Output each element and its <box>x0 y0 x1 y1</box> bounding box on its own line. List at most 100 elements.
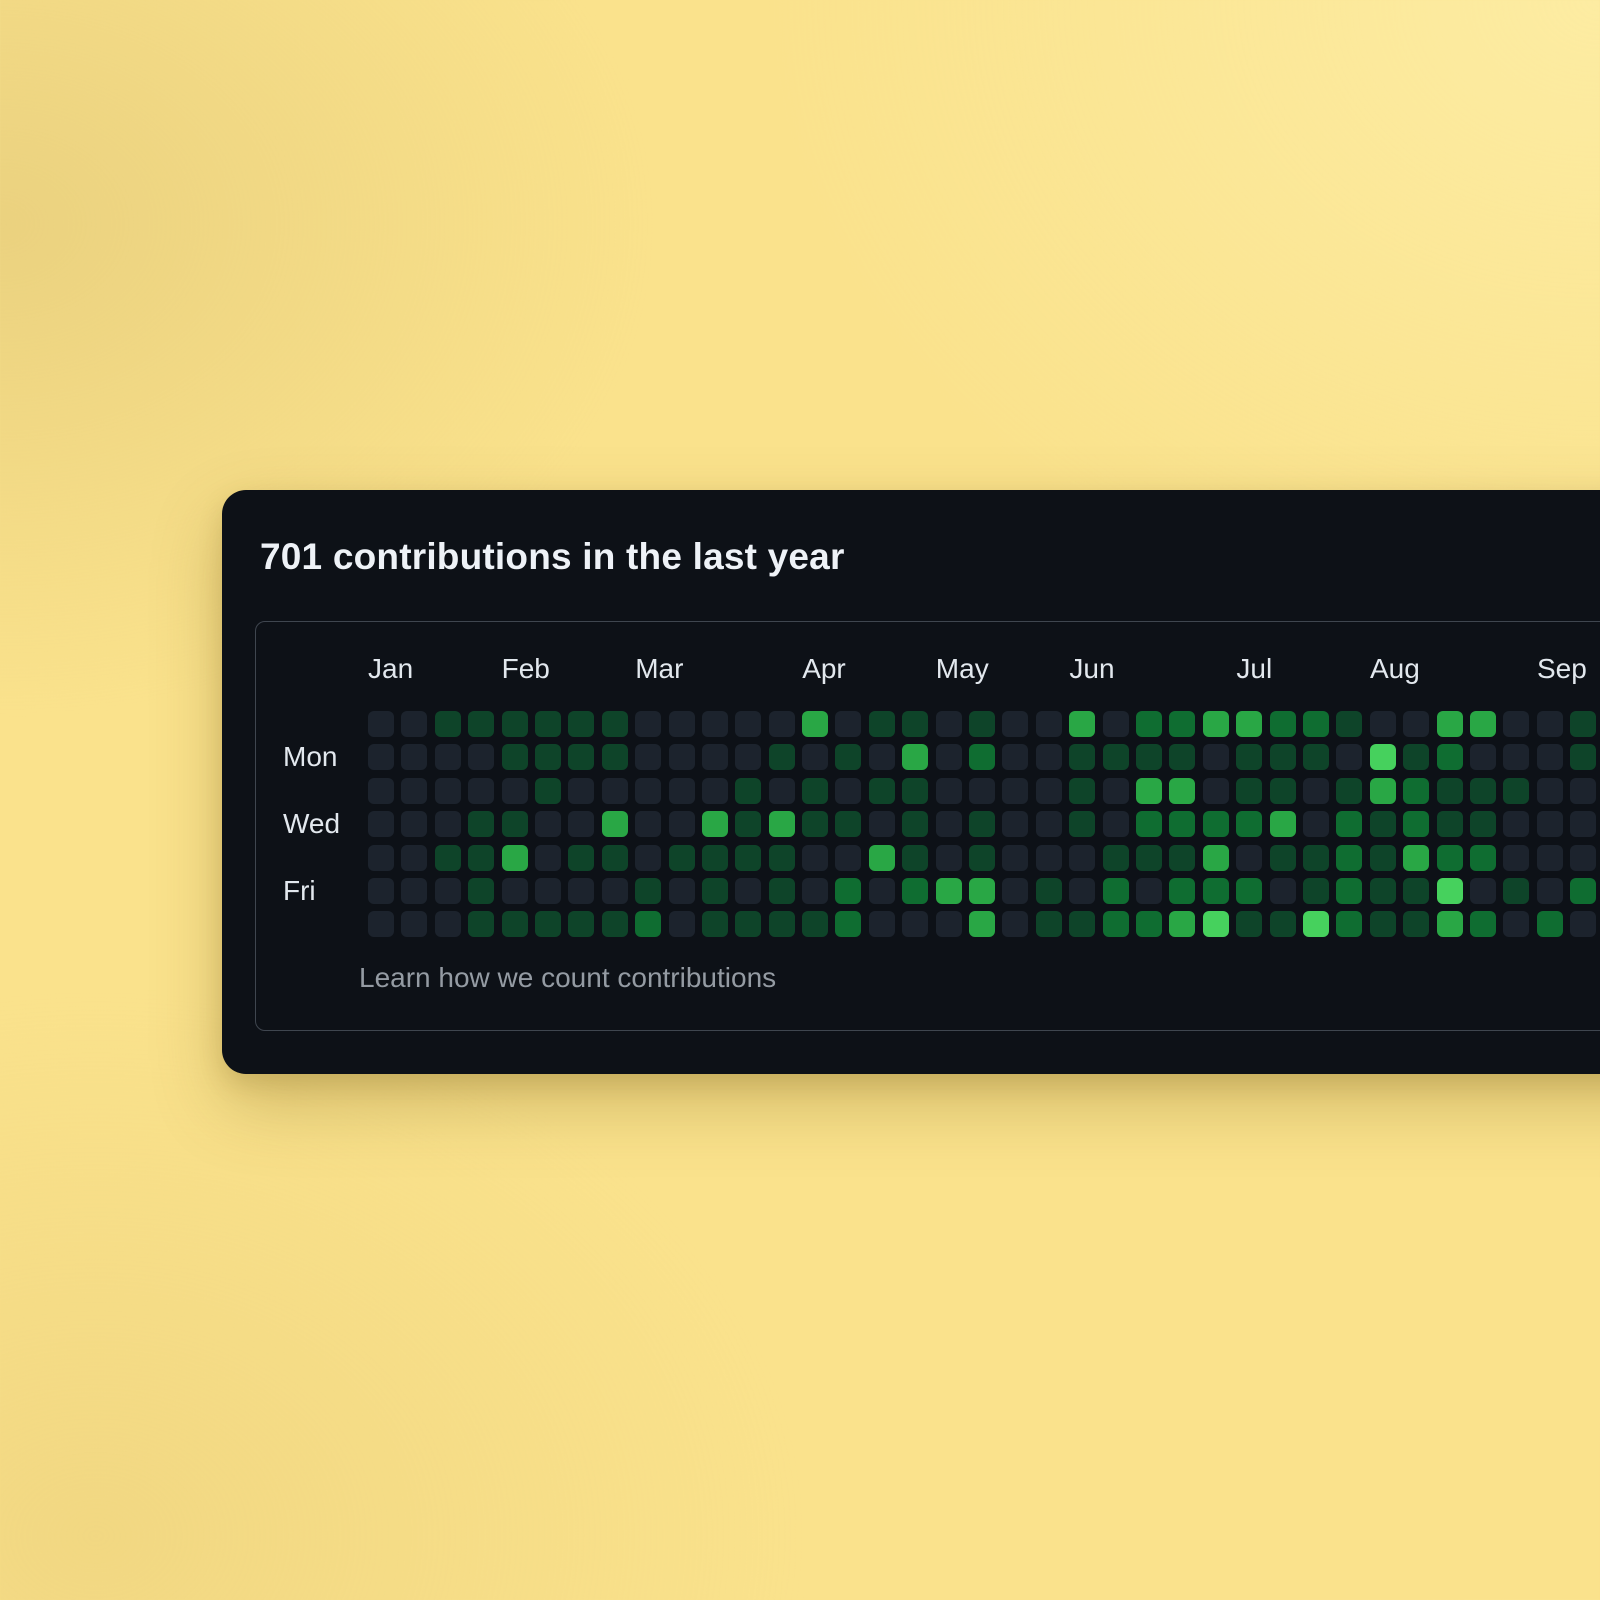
contribution-cell[interactable] <box>1169 844 1196 871</box>
contribution-cell[interactable] <box>1503 744 1530 771</box>
contribution-cell[interactable] <box>1269 877 1296 904</box>
contribution-cell[interactable] <box>668 777 695 804</box>
contribution-cell[interactable] <box>1002 744 1029 771</box>
contribution-cell[interactable] <box>1002 711 1029 737</box>
contribution-cell[interactable] <box>1536 711 1563 737</box>
contribution-cell[interactable] <box>935 711 962 737</box>
contribution-cell[interactable] <box>635 711 662 737</box>
contribution-cell[interactable] <box>601 844 628 871</box>
contribution-cell[interactable] <box>735 844 762 871</box>
contribution-cell[interactable] <box>1135 777 1162 804</box>
contribution-cell[interactable] <box>401 811 428 838</box>
contribution-cell[interactable] <box>1035 744 1062 771</box>
contribution-cell[interactable] <box>1069 844 1096 871</box>
contribution-cell[interactable] <box>735 777 762 804</box>
contribution-cell[interactable] <box>768 911 795 938</box>
contribution-cell[interactable] <box>802 777 829 804</box>
contribution-cell[interactable] <box>401 911 428 938</box>
contribution-cell[interactable] <box>1369 844 1396 871</box>
contribution-cell[interactable] <box>835 777 862 804</box>
contribution-cell[interactable] <box>635 911 662 938</box>
contribution-cell[interactable] <box>1069 811 1096 838</box>
contribution-cell[interactable] <box>1002 844 1029 871</box>
contribution-cell[interactable] <box>1403 777 1430 804</box>
contribution-cell[interactable] <box>1102 877 1129 904</box>
contribution-cell[interactable] <box>1302 877 1329 904</box>
contribution-cell[interactable] <box>1570 844 1597 871</box>
contribution-cell[interactable] <box>1269 777 1296 804</box>
contribution-cell[interactable] <box>802 744 829 771</box>
contribution-cell[interactable] <box>434 844 461 871</box>
contribution-cell[interactable] <box>401 744 428 771</box>
contribution-cell[interactable] <box>1570 877 1597 904</box>
contribution-cell[interactable] <box>601 744 628 771</box>
contribution-cell[interactable] <box>1403 711 1430 737</box>
contribution-cell[interactable] <box>835 877 862 904</box>
contribution-cell[interactable] <box>434 811 461 838</box>
contribution-cell[interactable] <box>1469 711 1496 737</box>
contribution-cell[interactable] <box>1269 844 1296 871</box>
contribution-cell[interactable] <box>401 844 428 871</box>
contribution-cell[interactable] <box>1269 811 1296 838</box>
contribution-cell[interactable] <box>1336 777 1363 804</box>
contribution-cell[interactable] <box>434 744 461 771</box>
contribution-cell[interactable] <box>835 844 862 871</box>
contribution-cell[interactable] <box>1369 777 1396 804</box>
contribution-cell[interactable] <box>835 744 862 771</box>
contribution-cell[interactable] <box>1436 811 1463 838</box>
contribution-cell[interactable] <box>1102 811 1129 838</box>
contribution-cell[interactable] <box>735 744 762 771</box>
contribution-cell[interactable] <box>568 744 595 771</box>
contribution-cell[interactable] <box>1169 911 1196 938</box>
contribution-cell[interactable] <box>468 711 495 737</box>
contribution-cell[interactable] <box>601 877 628 904</box>
contribution-cell[interactable] <box>1469 777 1496 804</box>
contribution-cell[interactable] <box>1302 811 1329 838</box>
contribution-cell[interactable] <box>1570 744 1597 771</box>
contribution-cell[interactable] <box>1436 877 1463 904</box>
contribution-cell[interactable] <box>368 711 394 737</box>
contribution-cell[interactable] <box>1202 877 1229 904</box>
contribution-cell[interactable] <box>635 777 662 804</box>
contribution-cell[interactable] <box>802 711 829 737</box>
contribution-cell[interactable] <box>802 911 829 938</box>
contribution-cell[interactable] <box>601 911 628 938</box>
contribution-cell[interactable] <box>501 711 528 737</box>
contribution-cell[interactable] <box>1135 744 1162 771</box>
contribution-cell[interactable] <box>368 811 394 838</box>
contribution-cell[interactable] <box>1536 744 1563 771</box>
contribution-cell[interactable] <box>668 911 695 938</box>
contribution-cell[interactable] <box>835 811 862 838</box>
contribution-cell[interactable] <box>1035 844 1062 871</box>
contribution-cell[interactable] <box>1503 777 1530 804</box>
contribution-cell[interactable] <box>368 844 394 871</box>
contribution-cell[interactable] <box>701 711 728 737</box>
contribution-cell[interactable] <box>1403 744 1430 771</box>
contribution-cell[interactable] <box>935 844 962 871</box>
contribution-cell[interactable] <box>1236 711 1263 737</box>
contribution-cell[interactable] <box>534 844 561 871</box>
contribution-cell[interactable] <box>1102 911 1129 938</box>
contribution-cell[interactable] <box>1369 811 1396 838</box>
contribution-cell[interactable] <box>902 711 929 737</box>
contribution-cell[interactable] <box>534 777 561 804</box>
contribution-cell[interactable] <box>735 911 762 938</box>
contribution-cell[interactable] <box>768 744 795 771</box>
contribution-cell[interactable] <box>434 777 461 804</box>
contribution-cell[interactable] <box>1469 844 1496 871</box>
contribution-cell[interactable] <box>468 777 495 804</box>
contribution-cell[interactable] <box>1403 877 1430 904</box>
contribution-cell[interactable] <box>1002 911 1029 938</box>
contribution-cell[interactable] <box>468 911 495 938</box>
contribution-cell[interactable] <box>768 811 795 838</box>
contribution-cell[interactable] <box>1302 911 1329 938</box>
contribution-cell[interactable] <box>735 877 762 904</box>
contribution-cell[interactable] <box>1336 811 1363 838</box>
contribution-cell[interactable] <box>1236 744 1263 771</box>
contribution-cell[interactable] <box>1069 911 1096 938</box>
contribution-cell[interactable] <box>468 877 495 904</box>
contribution-cell[interactable] <box>635 844 662 871</box>
contribution-cell[interactable] <box>1069 877 1096 904</box>
contribution-cell[interactable] <box>1202 811 1229 838</box>
contribution-cell[interactable] <box>1570 911 1597 938</box>
